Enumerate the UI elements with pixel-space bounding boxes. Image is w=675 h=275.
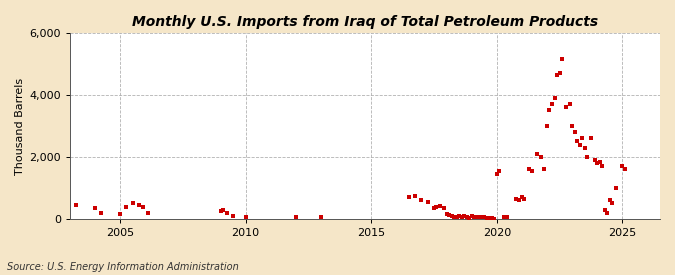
Point (416, 198, 427, 203)
Point (597, 164, 608, 169)
Point (477, 215, 487, 219)
Point (459, 214, 470, 219)
Point (592, 161, 603, 165)
Point (441, 212, 452, 216)
Point (423, 200, 433, 204)
Point (71, 203, 82, 207)
Point (134, 203, 144, 207)
Point (439, 206, 450, 210)
Point (519, 197, 530, 201)
Point (491, 172, 502, 176)
Point (221, 211, 232, 215)
Point (315, 215, 326, 220)
Point (564, 102, 575, 106)
Point (464, 216, 475, 220)
Point (535, 155, 546, 159)
Point (215, 209, 226, 213)
Point (461, 215, 472, 220)
Point (607, 201, 618, 206)
Point (290, 215, 301, 220)
Point (582, 155, 593, 159)
Point (404, 195, 414, 199)
Point (560, 105, 571, 109)
Point (127, 201, 138, 206)
Text: Source: U.S. Energy Information Administration: Source: U.S. Energy Information Administ… (7, 262, 238, 272)
Point (524, 167, 535, 172)
Point (489, 216, 500, 221)
Point (554, 71, 565, 75)
Point (435, 204, 446, 208)
Point (429, 206, 439, 210)
Point (526, 169, 537, 173)
Point (90, 206, 101, 210)
Point (572, 139, 583, 144)
Point (484, 216, 495, 220)
Point (585, 136, 596, 141)
Point (471, 215, 482, 220)
Point (531, 152, 542, 156)
Point (468, 215, 479, 220)
Title: Monthly U.S. Imports from Iraq of Total Petroleum Products: Monthly U.S. Imports from Iraq of Total … (132, 15, 598, 29)
Point (502, 215, 512, 219)
Point (567, 124, 578, 128)
Point (589, 158, 600, 162)
Point (576, 136, 587, 141)
Point (481, 216, 492, 220)
Point (466, 214, 477, 219)
Point (410, 194, 421, 198)
Point (579, 145, 590, 150)
Point (479, 215, 489, 220)
Point (499, 215, 510, 220)
Point (617, 164, 628, 169)
Point (443, 213, 454, 218)
Point (454, 214, 464, 219)
Point (96, 211, 107, 215)
Point (217, 207, 228, 212)
Point (599, 207, 610, 212)
Point (431, 205, 442, 209)
Point (451, 215, 462, 220)
Point (574, 142, 585, 147)
Point (539, 167, 550, 172)
Point (604, 198, 615, 203)
Point (551, 73, 562, 77)
Point (611, 186, 622, 190)
Point (449, 215, 460, 219)
Y-axis label: Thousand Barrels: Thousand Barrels (15, 77, 25, 175)
Point (137, 205, 148, 209)
Point (549, 96, 560, 100)
Point (121, 204, 132, 209)
Point (486, 216, 497, 221)
Point (510, 197, 521, 201)
Point (474, 214, 485, 219)
Point (569, 130, 580, 134)
Point (516, 195, 527, 199)
Point (602, 211, 613, 215)
Point (544, 108, 555, 113)
Point (456, 215, 467, 220)
Point (620, 167, 630, 172)
Point (142, 211, 153, 215)
Point (594, 160, 605, 164)
Point (547, 102, 558, 106)
Point (557, 57, 568, 62)
Point (227, 214, 238, 218)
Point (514, 198, 524, 203)
Point (446, 214, 457, 219)
Point (493, 169, 504, 173)
Point (115, 212, 126, 216)
Point (541, 124, 552, 128)
Point (240, 215, 251, 220)
